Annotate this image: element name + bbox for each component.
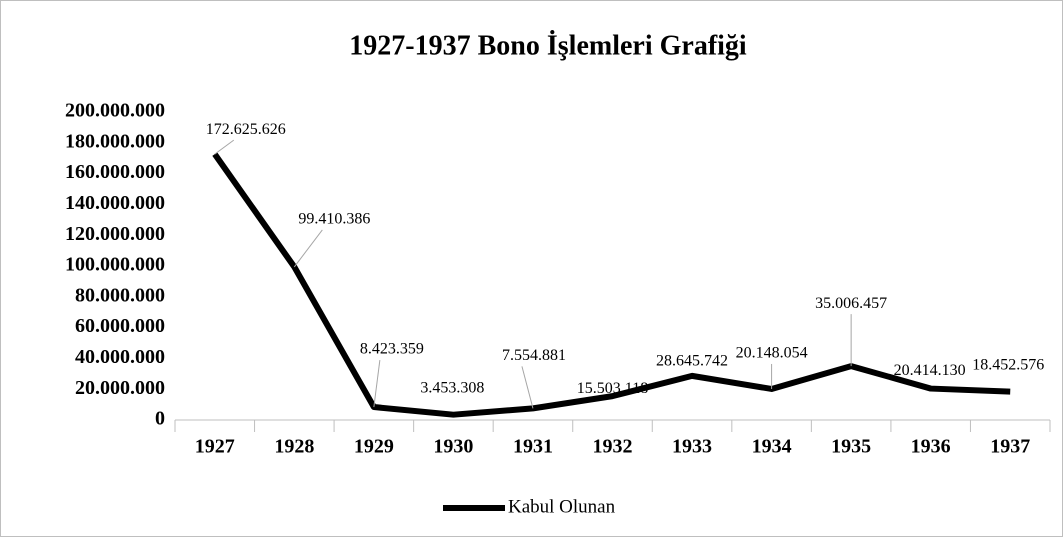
x-tick-label: 1932 bbox=[593, 436, 633, 458]
y-tick-label: 160.000.000 bbox=[65, 161, 165, 183]
x-tick-label: 1931 bbox=[513, 436, 553, 458]
x-tick-label: 1927 bbox=[195, 436, 235, 458]
x-tick-label: 1936 bbox=[911, 436, 951, 458]
y-tick-label: 120.000.000 bbox=[65, 223, 165, 245]
leader-line bbox=[521, 366, 534, 409]
data-label: 8.423.359 bbox=[360, 341, 424, 358]
x-tick-label: 1930 bbox=[433, 436, 473, 458]
data-label: 28.645.742 bbox=[656, 353, 728, 370]
data-label: 20.414.130 bbox=[894, 362, 966, 379]
leader-line bbox=[293, 229, 323, 268]
x-tick-label: 1929 bbox=[354, 436, 394, 458]
y-tick-label: 20.000.000 bbox=[75, 377, 165, 399]
data-label: 15.503.118 bbox=[577, 380, 648, 397]
y-tick-label: 140.000.000 bbox=[65, 192, 165, 214]
x-tick-label: 1928 bbox=[274, 436, 314, 458]
data-label: 35.006.457 bbox=[815, 295, 887, 312]
data-label: 99.410.386 bbox=[298, 211, 370, 228]
leader-line bbox=[214, 139, 235, 155]
y-tick-label: 0 bbox=[155, 408, 165, 430]
y-tick-label: 40.000.000 bbox=[75, 346, 165, 368]
chart-title: 1927-1937 Bono İşlemleri Grafiği bbox=[349, 30, 747, 61]
leader-line bbox=[373, 359, 381, 408]
data-label: 3.453.308 bbox=[420, 379, 484, 396]
y-tick-label: 180.000.000 bbox=[65, 130, 165, 152]
x-tick-label: 1937 bbox=[990, 436, 1030, 458]
data-label: 7.554.881 bbox=[502, 347, 566, 364]
data-label: 172.625.626 bbox=[206, 121, 286, 138]
y-tick-label: 60.000.000 bbox=[75, 315, 165, 337]
x-tick-label: 1935 bbox=[831, 436, 871, 458]
legend-label: Kabul Olunan bbox=[508, 496, 616, 517]
data-label: 20.148.054 bbox=[736, 345, 808, 362]
x-tick-label: 1933 bbox=[672, 436, 712, 458]
y-tick-label: 80.000.000 bbox=[75, 284, 165, 306]
x-tick-label: 1934 bbox=[752, 436, 792, 458]
y-tick-label: 200.000.000 bbox=[65, 100, 165, 122]
y-tick-label: 100.000.000 bbox=[65, 254, 165, 276]
line-series bbox=[212, 152, 1011, 418]
data-label: 18.452.576 bbox=[972, 356, 1044, 373]
